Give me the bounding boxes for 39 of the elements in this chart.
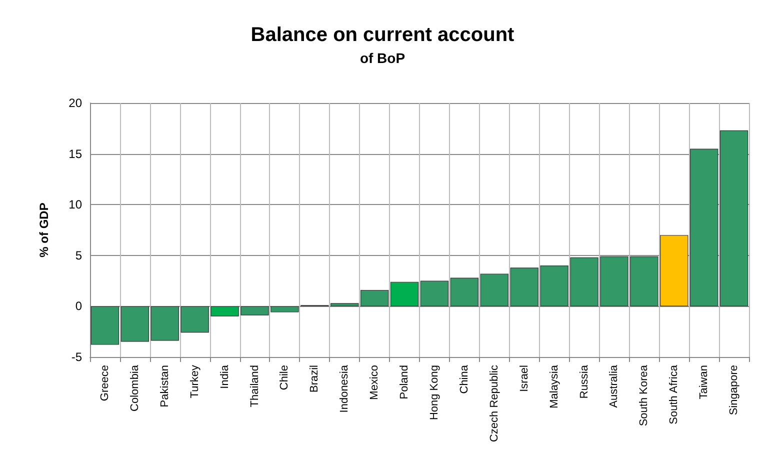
y-tick-label: 15 xyxy=(68,146,82,161)
x-tick-label: Colombia xyxy=(128,364,141,412)
x-tick-label: South Korea xyxy=(638,364,650,426)
bar xyxy=(390,282,419,306)
x-tick-label: Poland xyxy=(398,365,411,400)
x-tick-label: Turkey xyxy=(188,364,201,398)
bar xyxy=(720,130,748,306)
y-tick-label: 10 xyxy=(68,198,82,212)
x-tick-label: Czech Republic xyxy=(488,364,500,442)
x-tick-label: Israel xyxy=(518,365,530,392)
x-tick-label: Pakistan xyxy=(158,365,171,408)
x-tick-label: Hong Kong xyxy=(428,365,440,420)
chart-title: Balance on current account xyxy=(250,24,515,46)
x-tick-label: South Africa xyxy=(668,364,680,424)
bar xyxy=(120,306,150,342)
chart-subtitle: of BoP xyxy=(360,50,406,66)
bar xyxy=(450,278,479,306)
x-tick-label: Russia xyxy=(578,364,590,399)
bar xyxy=(690,148,718,306)
x-tick-label: Taiwan xyxy=(698,365,710,400)
x-tick-label: Brazil xyxy=(308,365,321,393)
x-tick-label: Greece xyxy=(98,365,111,402)
y-axis-title: % of GDP xyxy=(37,202,51,258)
x-tick-label: Australia xyxy=(608,364,620,408)
y-tick-label: 20 xyxy=(68,96,82,110)
bar xyxy=(360,290,389,306)
bar xyxy=(420,280,449,306)
y-tick-label: 5 xyxy=(75,248,82,262)
x-tick-label: China xyxy=(458,364,470,394)
x-tick-label: Malaysia xyxy=(548,364,560,408)
x-tick-label: Indonesia xyxy=(338,364,351,413)
x-tick-label: Thailand xyxy=(248,365,261,408)
y-tick-label: 0 xyxy=(75,299,82,314)
y-tick-label: -5 xyxy=(71,350,82,364)
x-tick-label: India xyxy=(218,364,231,389)
x-tick-label: Singapore xyxy=(728,365,740,416)
bar xyxy=(90,306,120,345)
x-tick-label: Chile xyxy=(278,365,291,390)
x-tick-label: Mexico xyxy=(368,365,381,400)
